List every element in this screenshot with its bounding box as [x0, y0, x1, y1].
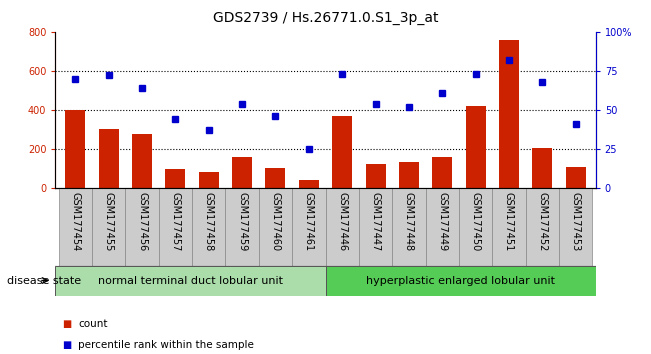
Bar	[492, 188, 525, 266]
Bar	[499, 40, 519, 188]
Bar	[326, 266, 596, 296]
Text: count: count	[78, 319, 107, 329]
Bar	[165, 169, 186, 188]
Text: GSM177446: GSM177446	[337, 192, 347, 251]
Text: GSM177455: GSM177455	[104, 192, 114, 251]
Bar	[126, 188, 159, 266]
Bar	[459, 188, 492, 266]
Bar	[259, 188, 292, 266]
Text: GSM177448: GSM177448	[404, 192, 414, 251]
Bar	[292, 188, 326, 266]
Text: GDS2739 / Hs.26771.0.S1_3p_at: GDS2739 / Hs.26771.0.S1_3p_at	[213, 11, 438, 25]
Bar	[392, 188, 426, 266]
Text: GSM177453: GSM177453	[571, 192, 581, 251]
Bar	[55, 266, 325, 296]
Text: normal terminal duct lobular unit: normal terminal duct lobular unit	[98, 275, 283, 286]
Text: percentile rank within the sample: percentile rank within the sample	[78, 340, 254, 350]
Text: GSM177456: GSM177456	[137, 192, 147, 251]
Bar	[533, 148, 552, 188]
Bar	[192, 188, 225, 266]
Bar	[432, 158, 452, 188]
Bar	[132, 134, 152, 188]
Bar	[225, 188, 259, 266]
Bar	[365, 164, 385, 188]
Text: disease state: disease state	[7, 275, 81, 286]
Text: GSM177458: GSM177458	[204, 192, 214, 251]
Bar	[525, 188, 559, 266]
Bar	[426, 188, 459, 266]
Bar	[566, 167, 586, 188]
Bar	[65, 110, 85, 188]
Text: GSM177461: GSM177461	[304, 192, 314, 251]
Text: GSM177449: GSM177449	[437, 192, 447, 251]
Bar	[359, 188, 392, 266]
Text: GSM177454: GSM177454	[70, 192, 80, 251]
Text: GSM177452: GSM177452	[537, 192, 547, 251]
Text: GSM177450: GSM177450	[471, 192, 480, 251]
Text: ■: ■	[62, 319, 71, 329]
Bar	[266, 168, 286, 188]
Text: GSM177451: GSM177451	[504, 192, 514, 251]
Bar	[199, 172, 219, 188]
Bar	[559, 188, 592, 266]
Bar	[299, 180, 319, 188]
Bar	[232, 158, 252, 188]
Text: hyperplastic enlarged lobular unit: hyperplastic enlarged lobular unit	[366, 275, 555, 286]
Text: GSM177460: GSM177460	[270, 192, 281, 251]
Text: ■: ■	[62, 340, 71, 350]
Bar	[92, 188, 126, 266]
Bar	[465, 106, 486, 188]
Bar	[326, 188, 359, 266]
Bar	[59, 188, 92, 266]
Text: GSM177459: GSM177459	[237, 192, 247, 251]
Bar	[159, 188, 192, 266]
Bar	[332, 115, 352, 188]
Bar	[99, 129, 118, 188]
Text: GSM177457: GSM177457	[171, 192, 180, 251]
Bar	[399, 162, 419, 188]
Text: GSM177447: GSM177447	[370, 192, 381, 251]
